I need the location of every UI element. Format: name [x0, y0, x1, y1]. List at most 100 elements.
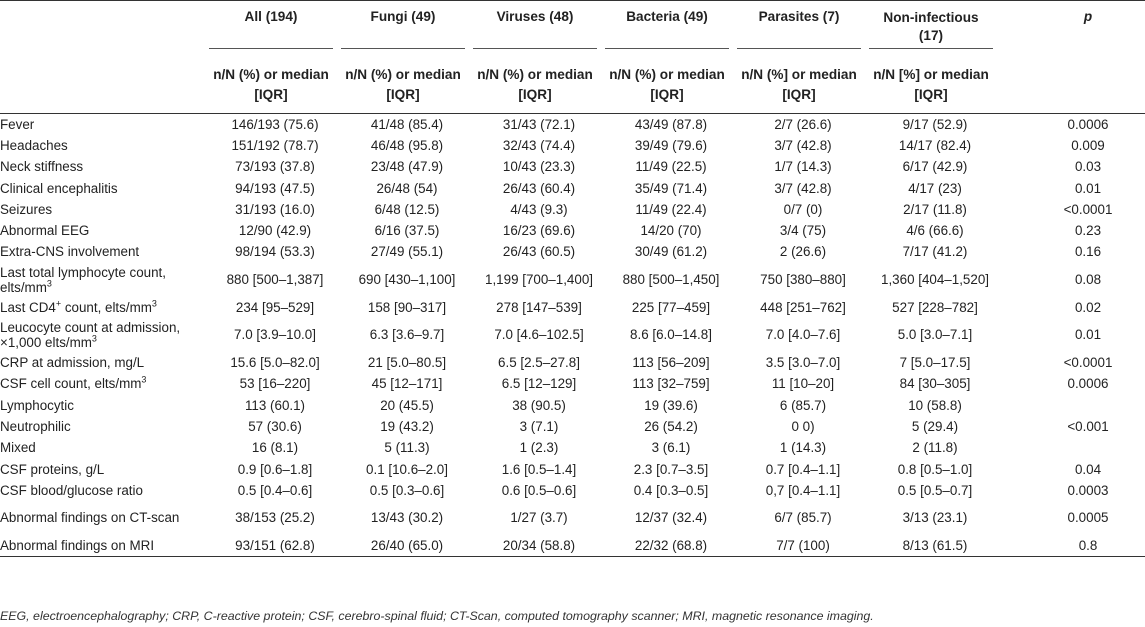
p-value-cell: 0.04 — [1074, 461, 1102, 477]
value-cell: 98/194 (53.3) — [235, 244, 315, 260]
value-cell: 5 (29.4) — [911, 418, 959, 434]
value-cell: 1 (2.3) — [519, 440, 559, 456]
value-cell: 6/17 (42.9) — [902, 159, 968, 175]
value-cell: 26/48 (54) — [376, 180, 438, 196]
value-cell: 10/43 (23.3) — [502, 159, 576, 175]
value-cell: 6/7 (85.7) — [774, 510, 832, 526]
row-label: Neutrophilic — [0, 418, 71, 434]
value-cell: 10 (58.8) — [908, 397, 962, 413]
table-row: Abnormal findings on MRI 93/151 (62.8) 26/… — [0, 534, 1145, 558]
value-cell: 22/32 (68.8) — [605, 534, 737, 558]
value-cell: 26 (54.2) — [644, 418, 698, 434]
value-cell: 12/90 (42.9) — [238, 223, 312, 239]
row-label: Last total lymphocyte count, elts/mm3 — [0, 264, 166, 295]
subheader-bacteria: n/N (%) or median [IQR] — [605, 56, 737, 114]
value-cell: 30/49 (61.2) — [634, 244, 708, 260]
value-cell: 880 [500–1,387] — [226, 272, 324, 288]
value-cell: 234 [95–529] — [235, 299, 315, 315]
value-cell: 20/34 (58.8) — [473, 534, 605, 558]
value-cell: 4/43 (9.3) — [510, 201, 568, 217]
table-row: Neck stiffness 73/193 (37.8) 23/48 (47.9) 1… — [0, 156, 1145, 177]
row-label: Abnormal EEG — [0, 223, 90, 239]
table-row: Abnormal findings on CT-scan 38/153 (25.2… — [0, 501, 1145, 535]
subheader-all: n/N (%) or median [IQR] — [209, 56, 341, 114]
p-value-cell: <0.001 — [1067, 418, 1109, 434]
value-cell: 7.0 [4.6–102.5] — [494, 327, 584, 343]
value-cell: 0 0) — [791, 418, 815, 434]
p-value-cell: 0.009 — [1071, 137, 1105, 153]
row-label: Lymphocytic — [0, 397, 74, 413]
value-cell: 151/192 (78.7) — [231, 137, 319, 153]
value-cell: 7/17 (41.2) — [902, 244, 968, 260]
row-label: Clinical encephalitis — [0, 180, 118, 196]
value-cell: 11/49 (22.5) — [635, 159, 707, 175]
value-cell: 2/17 (11.8) — [903, 201, 967, 217]
value-cell: 3/7 (42.8) — [774, 137, 832, 153]
row-label: Headaches — [0, 137, 68, 153]
row-label: Abnormal findings on CT-scan — [0, 510, 180, 526]
value-cell: 1/27 (3.7) — [510, 510, 568, 526]
value-cell: 0.5 [0.4–0.6] — [237, 482, 313, 498]
p-value-cell: 0.0006 — [1067, 116, 1109, 132]
value-cell: 27/49 (55.1) — [370, 244, 444, 260]
value-cell: 41/48 (85.4) — [370, 116, 444, 132]
p-value-cell: 0.01 — [1074, 327, 1102, 343]
value-cell: 23/48 (47.9) — [370, 159, 444, 175]
value-cell: 6/16 (37.5) — [374, 223, 440, 239]
value-cell: 0/7 (0) — [783, 201, 823, 217]
value-cell: 880 [500–1,450] — [622, 272, 720, 288]
row-label: Fever — [0, 116, 35, 132]
table-row: Clinical encephalitis 94/193 (47.5) 26/48 … — [0, 177, 1145, 198]
value-cell: 3/7 (42.8) — [774, 180, 832, 196]
results-table: All (194) Fungi (49) Viruses (48) Bacter… — [0, 0, 1145, 558]
value-cell: 3 (7.1) — [519, 418, 559, 434]
value-cell: 38 (90.5) — [512, 397, 566, 413]
value-cell: 38/153 (25.2) — [235, 510, 315, 526]
subheader-noninfectious: n/N [%] or median [IQR] — [869, 56, 1001, 114]
value-cell: 3/4 (75) — [779, 223, 827, 239]
value-cell: 7 [5.0–17.5] — [899, 355, 971, 371]
row-label: Last CD4+ count, elts/mm3 — [0, 298, 157, 315]
value-cell: 6.3 [3.6–9.7] — [369, 327, 445, 343]
p-value-cell: 0.0006 — [1067, 376, 1109, 392]
p-value-cell: <0.0001 — [1063, 201, 1113, 217]
value-cell: 11/49 (22.4) — [635, 201, 707, 217]
value-cell: 1,199 [700–1,400] — [485, 272, 593, 288]
value-cell: 3 (6.1) — [651, 440, 691, 456]
value-cell: 31/193 (16.0) — [235, 201, 315, 217]
value-cell: 6.5 [12–129] — [501, 376, 577, 392]
value-cell: 6/48 (12.5) — [374, 201, 440, 217]
value-cell: 7.0 [4.0–7.6] — [765, 327, 841, 343]
table-row: Neutrophilic 57 (30.6) 19 (43.2) 3 (7.1) 26 … — [0, 416, 1145, 437]
value-cell: 9/17 (52.9) — [902, 116, 968, 132]
value-cell: 84 [30–305] — [899, 376, 971, 392]
table-row: Fever 146/193 (75.6) 41/48 (85.4) 31/43 (72… — [0, 113, 1145, 135]
value-cell: 225 [77–459] — [631, 299, 711, 315]
row-label: CRP at admission, mg/L — [0, 355, 145, 371]
table-row: Seizures 31/193 (16.0) 6/48 (12.5) 4/43 (9.… — [0, 199, 1145, 220]
p-value-cell: 0.16 — [1074, 244, 1102, 260]
value-cell: 113 (60.1) — [244, 397, 306, 413]
col-header-noninfectious: Non-infectious (17) — [869, 0, 1001, 57]
value-cell: 0.9 [0.6–1.8] — [237, 461, 313, 477]
value-cell: 3/13 (23.1) — [902, 510, 968, 526]
table-row: Extra-CNS involvement 98/194 (53.3) 27/49 … — [0, 241, 1145, 262]
value-cell: 7.0 [3.9–10.0] — [234, 327, 316, 343]
value-cell: 26/43 (60.5) — [502, 244, 576, 260]
col-header-p: p — [1001, 0, 1145, 57]
value-cell: 73/193 (37.8) — [235, 159, 315, 175]
value-cell: 39/49 (79.6) — [634, 137, 708, 153]
value-cell: 750 [380–880] — [760, 272, 846, 288]
value-cell: 2.3 [0.7–3.5] — [633, 461, 709, 477]
value-cell: 1/7 (14.3) — [774, 159, 832, 175]
corner-cell — [0, 0, 209, 57]
table-row: Leucocyte count at admission, ×1,000 elt… — [0, 318, 1145, 352]
col-header-fungi: Fungi (49) — [341, 0, 473, 57]
table-row: CSF blood/glucose ratio 0.5 [0.4–0.6] 0.5 … — [0, 480, 1145, 501]
value-cell: 19 (39.6) — [644, 397, 698, 413]
value-cell: 20 (45.5) — [380, 397, 434, 413]
p-value-cell — [1001, 394, 1145, 415]
value-cell: 15.6 [5.0–82.0] — [230, 355, 320, 371]
row-label: Seizures — [0, 201, 53, 217]
p-value-cell: 0.03 — [1074, 159, 1102, 175]
